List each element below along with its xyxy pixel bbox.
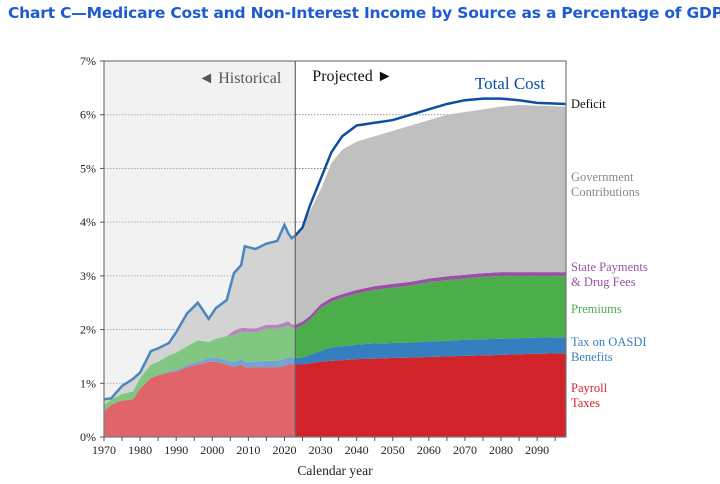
area-tax-on-oasdi-benefits [104, 337, 566, 412]
legend-label-premiums: Premiums [571, 302, 622, 316]
area-state-payments-drug-fees [104, 272, 566, 405]
legend-label-tax-on-oasdi: Tax on OASDI Benefits [571, 335, 647, 364]
x-tick-label: 2020 [272, 443, 296, 457]
legend-label-payroll-taxes: Payroll Taxes [571, 381, 608, 410]
area-premiums [104, 275, 566, 412]
legend-label-state-payments: State Payments & Drug Fees [571, 260, 648, 289]
y-tick-label: 0% [80, 430, 96, 444]
y-tick-label: 7% [80, 54, 96, 68]
y-tick-label: 4% [80, 215, 96, 229]
y-tick-label: 1% [80, 376, 96, 390]
x-axis-label: Calendar year [297, 463, 373, 478]
x-tick-label: 2010 [236, 443, 260, 457]
x-tick-label: 2070 [453, 443, 477, 457]
x-tick-label: 2060 [417, 443, 441, 457]
x-tick-label: 2000 [200, 443, 224, 457]
x-tick-label: 1990 [164, 443, 188, 457]
y-tick-label: 3% [80, 269, 96, 283]
total-cost-line-historical [103, 221, 297, 401]
x-tick-label: 2050 [381, 443, 405, 457]
total-cost-label: Total Cost [475, 74, 545, 93]
x-tick-label: 2040 [345, 443, 369, 457]
legend-label-government-contributions: Government Contributions [571, 170, 640, 199]
historical-fade [104, 61, 296, 437]
total-cost-line-projected [294, 97, 567, 237]
y-tick-label: 6% [80, 108, 96, 122]
area-payroll-taxes [104, 353, 566, 437]
x-tick-label: 2080 [489, 443, 513, 457]
x-tick-label: 1980 [128, 443, 152, 457]
x-tick-label: 2090 [525, 443, 549, 457]
y-tick-label: 5% [80, 161, 96, 175]
x-tick-label: 2030 [309, 443, 333, 457]
area-government-contributions [104, 105, 566, 405]
legend-label-deficit: Deficit [571, 97, 606, 111]
plot-frame [103, 60, 567, 438]
y-tick-label: 2% [80, 323, 96, 337]
historical-label: ◄ Historical [198, 70, 281, 87]
projected-label: Projected ► [312, 68, 392, 85]
chart-title: Chart C—Medicare Cost and Non-Interest I… [8, 4, 720, 22]
x-tick-label: 1970 [92, 443, 116, 457]
